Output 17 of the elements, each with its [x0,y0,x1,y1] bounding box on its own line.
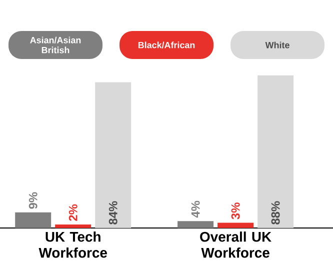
data-label: 4% [191,200,200,218]
data-label: 9% [28,192,38,209]
data-label: 84% [108,201,118,224]
text: White [265,42,290,48]
data-label: 2% [68,204,78,221]
x-tick-label: UK Tech Workforce [38,232,107,258]
data-label: 3% [231,202,240,220]
x-tick-label: Overall UK Workforce [200,232,272,258]
bar [15,212,52,228]
text: Asian/Asian British [30,36,81,54]
data-label: 88% [271,201,280,224]
text: Black/African [138,42,195,48]
bar [55,224,92,228]
bar [218,222,254,228]
bar [95,82,132,228]
bar [258,75,294,228]
bar [178,221,214,228]
